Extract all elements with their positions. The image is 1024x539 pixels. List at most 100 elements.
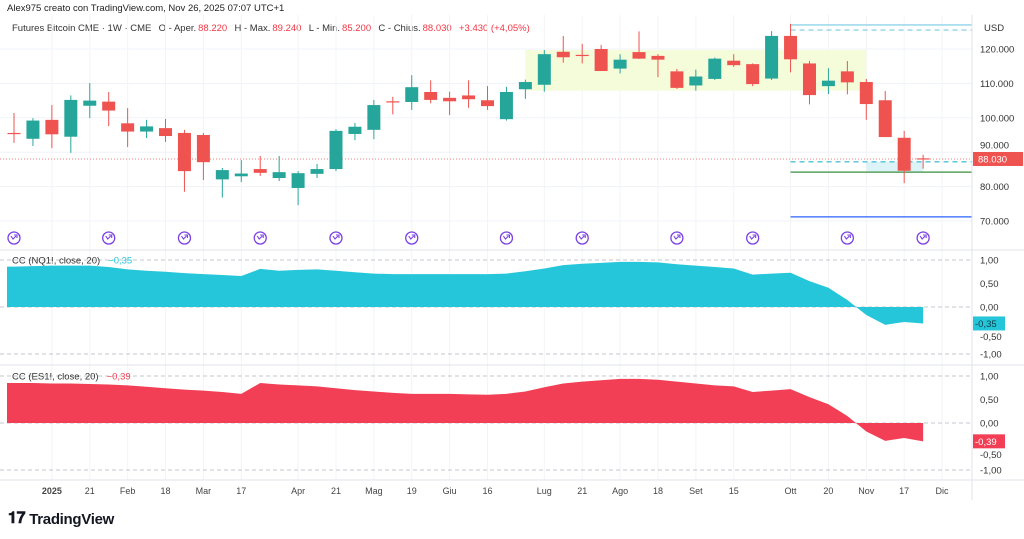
event-arrow-icon	[843, 234, 851, 240]
price-tick-label: 120.000	[980, 45, 1014, 56]
candle-body[interactable]	[575, 54, 589, 57]
candle-body[interactable]	[215, 170, 229, 180]
price-tick-label: 70.000	[980, 217, 1009, 228]
time-tick-label: Set	[689, 486, 703, 496]
indicator-tick-label: -0,50	[980, 450, 1002, 461]
candle-body[interactable]	[481, 100, 494, 107]
event-arrow-icon	[919, 234, 927, 240]
indicator-tick-label: 1,00	[980, 256, 999, 267]
candle-body[interactable]	[367, 105, 381, 130]
time-tick-label: 18	[653, 486, 663, 496]
candle-body[interactable]	[291, 173, 305, 188]
candle-body[interactable]	[7, 132, 21, 135]
candle-body[interactable]	[651, 55, 665, 60]
event-arrow-icon	[256, 234, 264, 240]
time-tick-label: Nov	[858, 486, 875, 496]
time-tick-label: Ott	[785, 486, 798, 496]
candle-body[interactable]	[45, 119, 59, 135]
candle-body[interactable]	[196, 135, 210, 163]
candle-body[interactable]	[784, 35, 798, 60]
candle-body[interactable]	[708, 58, 722, 79]
indicator-title[interactable]: CC (ES1!, close, 20)	[12, 372, 99, 383]
correlation-area-series	[7, 378, 924, 442]
chart-canvas[interactable]: 120.000 110.000 100.000 90.000 80.000 70.000 U…	[0, 0, 1024, 500]
candle-body[interactable]	[689, 76, 703, 86]
candle-body[interactable]	[499, 92, 513, 120]
candle-body[interactable]	[386, 101, 400, 103]
candle-body[interactable]	[253, 169, 267, 173]
time-tick-label: 21	[577, 486, 587, 496]
candle-body[interactable]	[329, 130, 343, 170]
event-arrow-icon	[105, 234, 113, 240]
time-tick-label: Feb	[120, 486, 136, 496]
time-tick-label: Mar	[196, 486, 212, 496]
candle-body[interactable]	[121, 123, 135, 132]
time-tick-label: 16	[482, 486, 492, 496]
indicator-tick-label: -1,00	[980, 466, 1002, 477]
candle-body[interactable]	[727, 60, 741, 66]
indicator-value: −0,35	[108, 256, 132, 267]
chart-credit: Alex975 creato con TradingView.com, Nov …	[7, 3, 285, 14]
indicator-title[interactable]: CC (NQ1!, close, 20)	[12, 256, 100, 267]
time-tick-label: 21	[85, 486, 95, 496]
candle-body[interactable]	[556, 51, 570, 58]
last-price-badge	[973, 151, 1023, 166]
price-tick-label: 100.000	[980, 113, 1014, 124]
indicator-tick-label: 0,00	[980, 303, 999, 314]
candle-body[interactable]	[670, 71, 684, 88]
rectangle-drawing[interactable]	[866, 161, 924, 173]
candle-body[interactable]	[177, 132, 191, 172]
price-tick-label: 80.000	[980, 182, 1009, 193]
candle-body[interactable]	[916, 158, 930, 160]
time-tick-label: 17	[899, 486, 909, 496]
event-arrow-icon	[749, 234, 757, 240]
candle-body[interactable]	[26, 120, 40, 139]
indicator-tick-label: 0,50	[980, 395, 999, 406]
low-value: 85.200	[342, 23, 372, 34]
indicator-value: −0,39	[107, 372, 131, 383]
candle-body[interactable]	[102, 101, 116, 111]
open-label: O - Aper.	[158, 23, 197, 34]
candle-body[interactable]	[878, 100, 892, 138]
event-arrow-icon	[502, 234, 510, 240]
candle-body[interactable]	[159, 128, 173, 137]
candle-body[interactable]	[443, 97, 457, 102]
candle-body[interactable]	[424, 92, 438, 100]
candle-body[interactable]	[802, 63, 816, 96]
change-value: +3.430 (+4,05%)	[458, 23, 530, 34]
candle-body[interactable]	[462, 95, 476, 100]
event-arrow-icon	[181, 234, 189, 240]
time-tick-label: Apr	[291, 486, 305, 496]
candle-body[interactable]	[632, 52, 646, 59]
indicator-tick-label: 0,50	[980, 279, 999, 290]
candle-body[interactable]	[234, 173, 248, 177]
candle-body[interactable]	[83, 100, 97, 106]
event-arrow-icon	[673, 234, 681, 240]
time-tick-label: 18	[161, 486, 171, 496]
candle-body[interactable]	[348, 126, 362, 134]
event-arrow-icon	[332, 234, 340, 240]
time-tick-label: Ago	[612, 486, 628, 496]
candle-body[interactable]	[765, 35, 779, 79]
symbol-title[interactable]: Futures Bitcoin CME · 1W · CME	[12, 23, 152, 34]
time-tick-label: 15	[729, 486, 739, 496]
correlation-area-series	[7, 261, 924, 325]
candle-body[interactable]	[840, 71, 854, 83]
close-value: 88.030	[422, 23, 452, 34]
indicator-value-badge-text: -0,39	[975, 437, 997, 448]
price-tick-label: 90.000	[980, 140, 1009, 151]
candle-body[interactable]	[310, 169, 324, 174]
candle-body[interactable]	[821, 80, 835, 87]
candle-body[interactable]	[859, 82, 873, 105]
candle-body[interactable]	[897, 137, 911, 171]
candle-body[interactable]	[613, 59, 627, 69]
candle-body[interactable]	[518, 82, 532, 90]
logo-text: TradingView	[29, 510, 114, 528]
candle-body[interactable]	[140, 126, 154, 132]
candle-body[interactable]	[64, 99, 78, 137]
candle-body[interactable]	[746, 64, 760, 85]
candle-body[interactable]	[537, 54, 551, 85]
candle-body[interactable]	[272, 172, 286, 178]
candle-body[interactable]	[405, 87, 419, 102]
candle-body[interactable]	[594, 49, 608, 72]
